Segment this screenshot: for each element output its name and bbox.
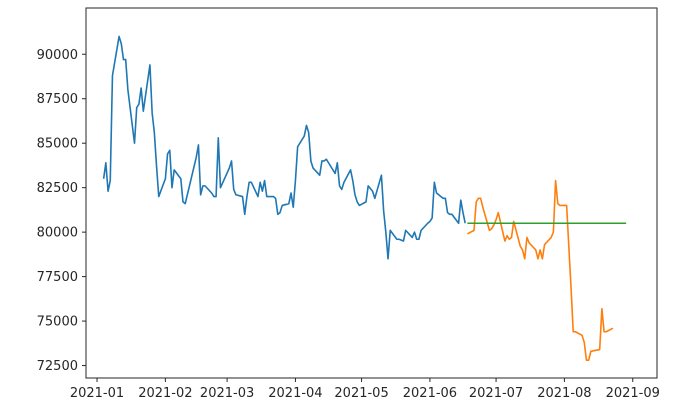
series-line-2 (467, 179, 614, 362)
x-tick-label: 2021-02 (138, 386, 192, 401)
plot-area (85, 7, 658, 379)
x-tick-label: 2021-03 (200, 386, 254, 401)
x-tick-label: 2021-08 (537, 386, 591, 401)
x-tick-label: 2021-09 (606, 386, 660, 401)
y-tick-label: 72500 (37, 359, 78, 374)
y-tick-label: 75000 (37, 315, 78, 330)
x-axis: 2021-01 2021-02 2021-03 2021-04 2021-05 2021-… (70, 378, 660, 401)
y-tick-label: 80000 (37, 226, 78, 241)
y-tick-label: 82500 (37, 181, 78, 196)
x-tick-label: 2021-04 (268, 386, 322, 401)
y-tick-label: 77500 (37, 270, 78, 285)
x-tick-label: 2021-07 (469, 386, 523, 401)
y-axis: 72500 75000 77500 80000 82500 85000 87500 90000 (37, 48, 86, 374)
x-tick-label: 2021-01 (70, 386, 124, 401)
y-tick-label: 90000 (37, 48, 78, 63)
y-tick-label: 87500 (37, 92, 78, 107)
x-tick-label: 2021-05 (334, 386, 388, 401)
y-tick-label: 85000 (37, 137, 78, 152)
x-tick-label: 2021-06 (403, 386, 457, 401)
series-line-1 (102, 35, 466, 260)
series-layer (102, 35, 627, 362)
